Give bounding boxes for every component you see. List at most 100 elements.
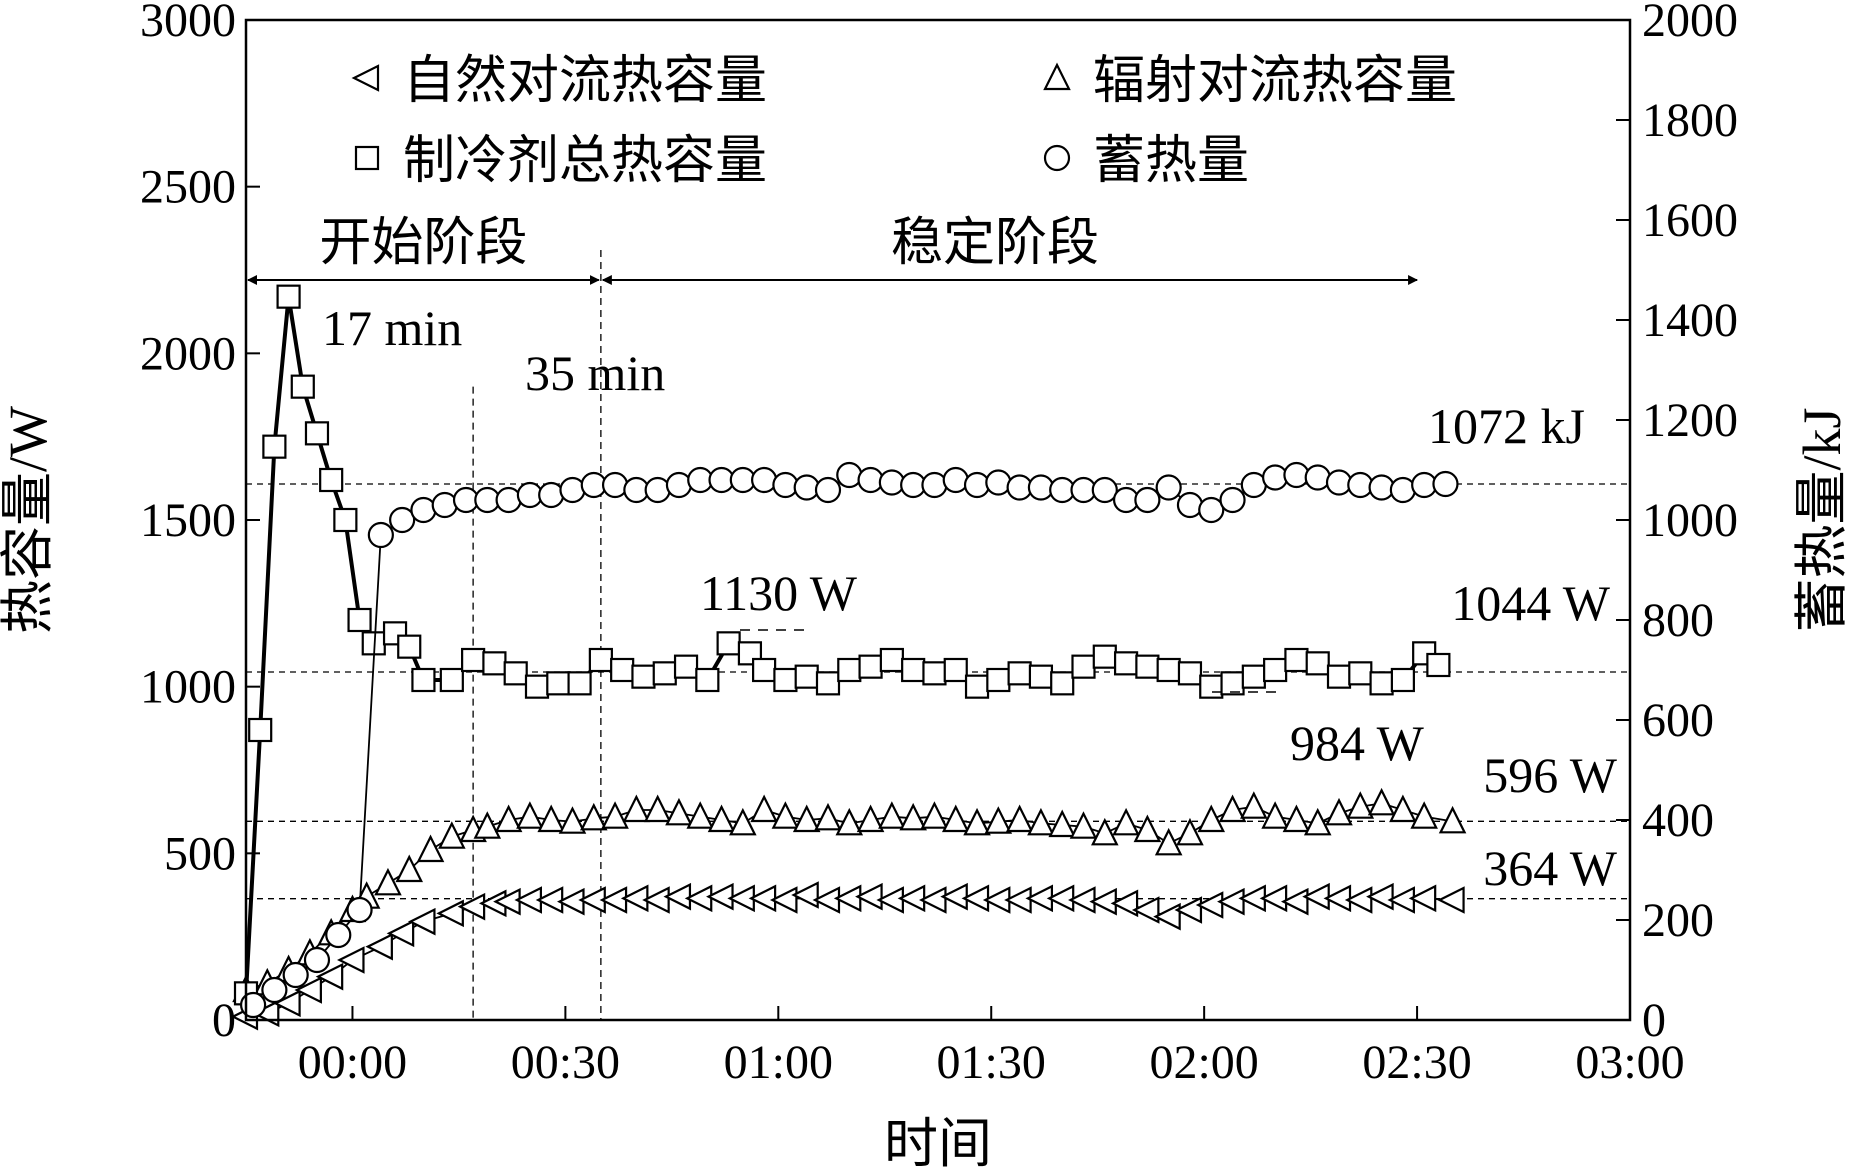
data-point-circle: [814, 476, 842, 504]
data-point-square: [837, 657, 862, 683]
data-point-triangle-left: [1153, 902, 1181, 931]
series-layer: [230, 284, 1467, 1031]
data-point-circle: [559, 476, 586, 504]
data-point-square: [503, 661, 528, 686]
y-right-tick-label: 1200: [1642, 394, 1738, 447]
data-point-square: [1348, 661, 1373, 686]
annotation-label: 364 W: [1483, 840, 1618, 896]
data-point-square: [546, 671, 571, 696]
data-point-square: [524, 674, 550, 699]
data-point-triangle-up: [438, 821, 466, 849]
data-point-circle: [1389, 476, 1416, 504]
data-point-triangle-up: [1091, 817, 1119, 846]
data-point-square: [354, 145, 380, 171]
data-point-circle: [878, 469, 905, 496]
phase-label-stable: 稳定阶段: [891, 215, 1099, 272]
data-point-circle: [389, 506, 416, 534]
data-point-circle: [1155, 474, 1182, 501]
data-point-triangle-left: [294, 976, 322, 1004]
data-point-circle: [963, 471, 991, 499]
data-point-square: [411, 667, 436, 693]
data-point-triangle-left: [791, 881, 819, 909]
annotation-label: 1130 W: [700, 565, 858, 621]
x-axis-title: 时间: [884, 1114, 992, 1174]
data-point-circle: [239, 991, 267, 1019]
legend-item-1: 自然对流热容量: [351, 53, 767, 110]
data-point-triangle-left: [1217, 887, 1245, 916]
data-point-square: [1390, 667, 1415, 693]
data-point-triangle-up: [1197, 804, 1226, 833]
data-point-triangle-up: [1438, 805, 1467, 834]
data-point-circle: [1262, 464, 1289, 491]
data-point-square: [1071, 654, 1096, 679]
data-point-circle: [665, 471, 693, 499]
data-point-square: [879, 647, 904, 673]
data-point-square: [248, 717, 273, 743]
data-point-square: [1220, 671, 1245, 696]
data-point-triangle-up: [1112, 807, 1140, 836]
y-left-tick-label: 1500: [140, 494, 236, 547]
data-point-square: [1092, 644, 1117, 669]
data-point-triangle-left: [386, 919, 415, 948]
data-point-triangle-up: [1261, 801, 1289, 829]
data-point-circle: [1347, 471, 1374, 499]
y-right-tick-label: 200: [1642, 894, 1714, 947]
data-point-square: [610, 657, 635, 683]
data-point-triangle-up: [1410, 801, 1438, 829]
data-point-square: [901, 657, 926, 683]
data-point-triangle-left: [918, 886, 947, 914]
data-point-square: [773, 667, 798, 693]
data-point-triangle-up: [963, 807, 991, 836]
data-point-triangle-up: [416, 834, 445, 863]
data-point-circle: [410, 496, 437, 524]
data-point-triangle-up: [1282, 804, 1311, 833]
legend-label: 制冷剂总热容量: [403, 133, 767, 190]
y-right-tick-label: 400: [1642, 794, 1714, 847]
data-point-triangle-left: [337, 946, 365, 974]
data-point-circle: [303, 946, 331, 974]
data-point-triangle-up: [643, 794, 672, 823]
data-point-triangle-up: [771, 801, 800, 829]
data-point-triangle-up: [1303, 807, 1332, 836]
data-point-triangle-up: [1048, 809, 1076, 838]
data-point-square: [1305, 651, 1330, 676]
y-right-tick-label: 2000: [1642, 0, 1738, 47]
data-point-triangle-up: [579, 802, 608, 831]
data-point-circle: [1304, 464, 1331, 491]
data-point-triangle-up: [1367, 787, 1396, 816]
data-point-square: [461, 647, 486, 673]
data-point-triangle-up: [494, 804, 523, 833]
data-point-circle: [325, 921, 352, 949]
x-tick-label: 01:00: [724, 1036, 833, 1089]
data-point-square: [588, 647, 613, 673]
data-point-circle: [1043, 144, 1071, 172]
data-point-circle: [431, 491, 458, 519]
data-point-circle: [985, 469, 1012, 496]
data-point-square: [276, 284, 301, 309]
data-point-triangle-up: [792, 804, 821, 833]
data-point-square: [304, 421, 330, 446]
data-point-circle: [367, 521, 394, 549]
data-point-triangle-left: [1131, 896, 1160, 924]
data-point-triangle-up: [665, 797, 693, 826]
data-point-circle: [1091, 476, 1118, 504]
data-point-triangle-left: [351, 64, 380, 92]
data-point-circle: [1368, 474, 1395, 501]
y-left-axis-title: 热容量/W: [0, 406, 58, 634]
data-point-triangle-up: [1133, 814, 1162, 843]
data-point-square: [964, 674, 990, 699]
data-point-triangle-up: [537, 804, 565, 833]
data-point-triangle-left: [1259, 884, 1288, 913]
data-point-triangle-up: [1043, 62, 1071, 91]
data-point-triangle-left: [1280, 887, 1309, 916]
data-point-circle: [261, 976, 288, 1004]
data-point-triangle-up: [750, 794, 778, 823]
data-point-square: [673, 654, 699, 679]
data-point-square: [652, 661, 677, 686]
data-point-circle: [644, 476, 671, 504]
data-point-triangle-up: [1218, 794, 1247, 823]
data-point-circle: [538, 481, 565, 509]
data-point-triangle-up: [516, 801, 544, 829]
